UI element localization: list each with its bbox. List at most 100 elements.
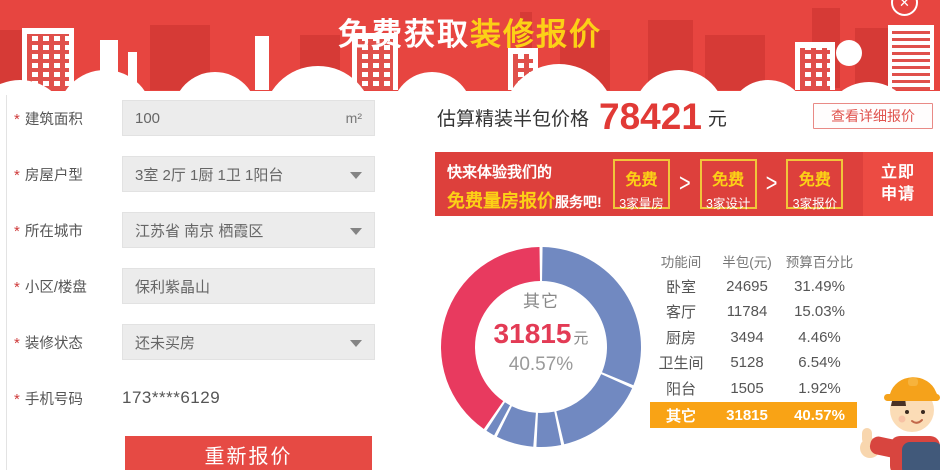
table-row: 卫生间 5128 6.54% <box>658 354 841 373</box>
chevron-right-icon: > <box>679 169 691 198</box>
donut-slice-客厅 <box>556 374 633 445</box>
form-row-area: * 建筑面积 100 m² <box>14 100 378 136</box>
cloud-shape <box>392 72 472 95</box>
community-input[interactable]: 保利紫晶山 <box>122 268 375 304</box>
community-value: 保利紫晶山 <box>135 278 211 296</box>
status-value: 还未买房 <box>135 334 196 352</box>
mascot-eye <box>921 410 925 414</box>
promo-line1: 快来体验我们的 <box>447 164 553 181</box>
apply-line2: 申请 <box>880 186 915 203</box>
step-bottom: 3家量房 <box>619 197 664 211</box>
chevron-right-icon: > <box>765 169 778 198</box>
estimate-value: 78421 <box>599 96 702 137</box>
building-icon <box>888 25 934 90</box>
phone-label: * 手机号码 <box>14 390 83 408</box>
page-title: 免费获取装修报价 <box>0 9 940 54</box>
apply-now-button[interactable]: 立即 申请 <box>863 152 933 216</box>
mascot-hardhat-brim <box>884 394 940 401</box>
city-select[interactable]: 江苏省 南京 栖霞区 <box>122 212 375 248</box>
promo-line2: 免费量房报价服务吧! <box>447 187 613 213</box>
worker-mascot <box>860 377 940 470</box>
donut-slice-厨房 <box>536 411 562 447</box>
area-value: 100 <box>135 109 161 127</box>
view-detail-button[interactable]: 查看详细报价 <box>813 103 933 129</box>
table-row: 客厅 11784 15.03% <box>665 303 845 322</box>
required-marker: * <box>14 166 20 184</box>
required-marker: * <box>14 222 20 240</box>
mascot-overalls <box>902 442 940 470</box>
page-title-white: 免费获取 <box>338 17 470 52</box>
required-marker: * <box>14 278 20 296</box>
step-top: 免费 <box>798 172 831 189</box>
mascot-blush <box>898 415 906 423</box>
layout-label: * 房屋户型 <box>14 166 83 184</box>
area-label: * 建筑面积 <box>14 110 83 128</box>
cloud-shape <box>173 72 257 95</box>
form-row-community: * 小区/楼盘 保利紫晶山 <box>14 268 378 304</box>
form-row-layout: * 房屋户型 3室 2厅 1厨 1卫 1阳台 <box>14 156 378 192</box>
promo-text: 快来体验我们的 免费量房报价服务吧! <box>435 152 613 216</box>
required-marker: * <box>14 334 20 352</box>
city-value: 江苏省 南京 栖霞区 <box>135 222 264 240</box>
table-header-row: 功能间 半包(元) 预算百分比 <box>650 248 857 274</box>
table-row: 阳台 1505 1.92% <box>665 379 841 398</box>
promo-steps: 免费 3家量房 > 免费 3家设计 > 免费 3家报价 <box>613 152 844 216</box>
form-row-status: * 装修状态 还未买房 <box>14 324 378 360</box>
skyline-silhouette <box>705 35 765 90</box>
donut-chart-svg <box>441 247 641 447</box>
requote-button[interactable]: 重新报价 <box>125 436 372 470</box>
donut-slice-其它 <box>441 247 540 430</box>
step-quote: 免费 3家报价 <box>786 159 844 211</box>
chevron-down-icon <box>350 340 362 347</box>
mascot-hardhat <box>888 377 938 398</box>
header-percent: 预算百分比 <box>785 254 854 270</box>
step-bottom: 3家设计 <box>705 197 751 211</box>
header-room: 功能间 <box>660 254 702 270</box>
building-icon <box>128 52 137 90</box>
donut-slice-卫生间 <box>496 406 536 447</box>
page-title-yellow: 装修报价 <box>470 17 602 52</box>
apply-line1: 立即 <box>880 164 915 181</box>
chevron-down-icon <box>350 228 362 235</box>
building-icon <box>795 42 835 90</box>
donut-slice-阳台 <box>486 402 511 436</box>
layout-value: 3室 2厅 1厨 1卫 1阳台 <box>135 166 284 184</box>
promo-banner: 快来体验我们的 免费量房报价服务吧! 免费 3家量房 > 免费 3家设计 > 免… <box>435 152 933 216</box>
building-icon <box>255 36 269 90</box>
skyline-silhouette <box>855 28 890 90</box>
quote-form: * 建筑面积 100 m² * 房屋户型 3室 2厅 1厨 1卫 1阳台 * 所在城市… <box>14 100 378 470</box>
estimate-line: 估算精装半包价格 78421 元 <box>437 98 727 136</box>
step-design: 免费 3家设计 <box>699 159 757 211</box>
status-select[interactable]: 还未买房 <box>122 324 375 360</box>
table-row: 厨房 3494 4.46% <box>665 328 841 347</box>
mascot-hardhat-top <box>908 378 918 386</box>
building-icon <box>22 28 74 90</box>
header-price: 半包(元) <box>722 254 772 270</box>
promo-rest: 服务吧! <box>555 194 602 210</box>
form-row-city: * 所在城市 江苏省 南京 栖霞区 <box>14 212 378 248</box>
step-measure: 免费 3家量房 <box>613 159 670 211</box>
header-banner: 免费获取装修报价 ✕ <box>0 0 940 95</box>
area-unit: m² <box>345 110 362 126</box>
status-label: * 装修状态 <box>14 334 83 352</box>
panel-divider <box>6 95 7 470</box>
donut-slice-卧室 <box>542 247 641 386</box>
chevron-down-icon <box>350 172 362 179</box>
step-bottom: 3家报价 <box>792 197 838 211</box>
required-marker: * <box>14 390 20 408</box>
step-top: 免费 <box>712 172 745 189</box>
area-input[interactable]: 100 m² <box>122 100 375 136</box>
budget-donut-chart <box>437 243 645 451</box>
budget-table: 功能间 半包(元) 预算百分比 卧室 24695 31.49% 客厅 11784… <box>650 248 857 428</box>
layout-select[interactable]: 3室 2厅 1厨 1卫 1阳台 <box>122 156 375 192</box>
dome-icon <box>836 40 862 66</box>
building-icon <box>352 33 398 90</box>
mascot-eye <box>905 410 909 414</box>
estimate-unit: 元 <box>707 108 727 130</box>
table-row: 卧室 24695 31.49% <box>665 277 845 296</box>
mascot-smile <box>911 419 923 424</box>
phone-value: 173****6129 <box>122 388 221 407</box>
form-row-phone: * 手机号码 173****6129 <box>14 380 378 416</box>
step-top: 免费 <box>625 172 658 189</box>
